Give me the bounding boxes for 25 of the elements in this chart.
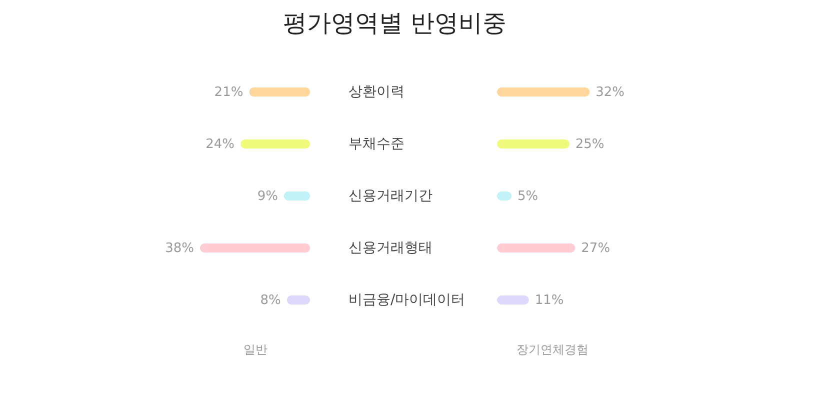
data-label: 21% xyxy=(214,85,244,100)
data-label: 32% xyxy=(596,85,625,100)
y-tick-label: 상환이력 xyxy=(348,84,404,100)
bar xyxy=(497,140,570,148)
bar xyxy=(497,88,590,96)
x-axis-title: 일반 xyxy=(244,342,268,356)
data-label: 11% xyxy=(534,293,564,308)
data-label: 38% xyxy=(165,241,194,256)
data-label: 9% xyxy=(257,189,278,204)
x-axis-title: 장기연체경험 xyxy=(516,342,588,356)
data-label: 25% xyxy=(575,137,604,152)
data-label: 24% xyxy=(206,137,235,152)
data-label: 8% xyxy=(260,293,281,308)
bar xyxy=(497,244,576,252)
bar xyxy=(249,88,310,96)
text: 평가영역별 반영비중 xyxy=(282,9,507,37)
y-tick-label: 신용거래기간 xyxy=(348,188,432,204)
y-tick-label: 부채수준 xyxy=(348,136,404,152)
bar xyxy=(240,140,310,148)
data-label: 27% xyxy=(581,241,610,256)
y-tick-label: 비금융/마이데이터 xyxy=(348,292,466,308)
y-tick-label: 신용거래형태 xyxy=(348,240,432,256)
bar xyxy=(200,244,310,252)
bar xyxy=(497,296,529,304)
data-label: 5% xyxy=(517,189,538,204)
